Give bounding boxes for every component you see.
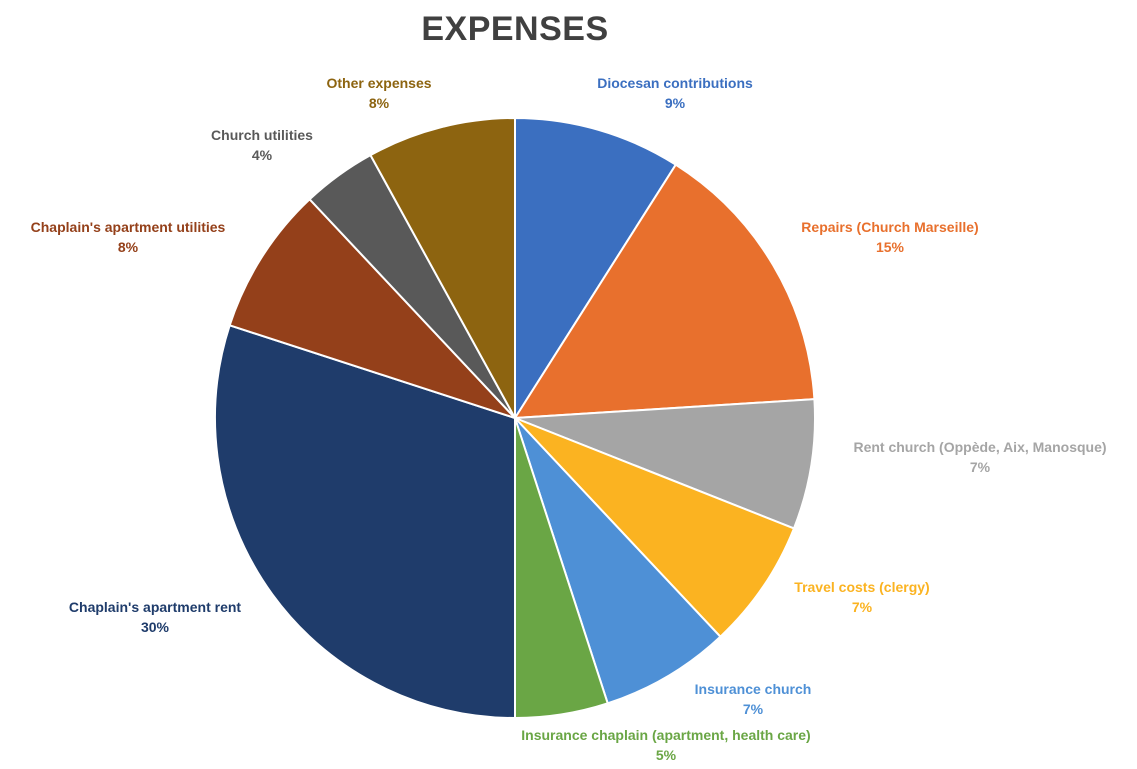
- slice-label-repairs-church-marseille: Repairs (Church Marseille): [801, 219, 978, 235]
- slice-percent-church-utilities: 4%: [252, 147, 273, 163]
- slice-label-church-utilities: Church utilities: [211, 127, 313, 143]
- slice-label-other-expenses: Other expenses: [326, 75, 431, 91]
- slice-label-insurance-chaplain-apartment-health-care: Insurance chaplain (apartment, health ca…: [521, 727, 810, 743]
- slice-percent-insurance-chaplain-apartment-health-care: 5%: [656, 747, 677, 763]
- slice-label-chaplain-s-apartment-utilities: Chaplain's apartment utilities: [31, 219, 226, 235]
- slice-label-insurance-church: Insurance church: [695, 681, 812, 697]
- slice-label-travel-costs-clergy: Travel costs (clergy): [794, 579, 929, 595]
- pie-labels: Diocesan contributions 9% Repairs (Church …: [31, 75, 1107, 763]
- pie-slice-diocesan-contributions: [514, 116, 678, 422]
- slice-percent-chaplain-s-apartment-utilities: 8%: [118, 239, 139, 255]
- pie-slice-chaplain-s-apartment-rent: [214, 324, 516, 720]
- pie-slice-travel-costs-clergy: [514, 417, 796, 639]
- slice-label-chaplain-s-apartment-rent: Chaplain's apartment rent: [69, 599, 241, 615]
- slice-label-diocesan-contributions: Diocesan contributions: [597, 75, 753, 91]
- pie-slice-rent-church-opp-de-aix-manosque: [514, 398, 816, 530]
- slice-percent-insurance-church: 7%: [743, 701, 764, 717]
- slice-label-rent-church-opp-de-aix-manosque: Rent church (Oppède, Aix, Manosque): [853, 439, 1106, 455]
- slice-percent-rent-church-opp-de-aix-manosque: 7%: [970, 459, 991, 475]
- slice-percent-diocesan-contributions: 9%: [665, 95, 686, 111]
- pie-slice-insurance-church: [514, 417, 722, 705]
- pie-slice-other-expenses: [369, 116, 516, 419]
- slice-percent-chaplain-s-apartment-rent: 30%: [141, 619, 170, 635]
- pie-slice-repairs-church-marseille: [513, 163, 816, 420]
- slice-percent-travel-costs-clergy: 7%: [852, 599, 873, 615]
- slice-percent-other-expenses: 8%: [369, 95, 390, 111]
- slice-percent-repairs-church-marseille: 15%: [876, 239, 905, 255]
- chart-title: EXPENSES: [421, 10, 609, 48]
- pie-slice-chaplain-s-apartment-utilities: [228, 197, 516, 419]
- pie-slices: [214, 116, 816, 720]
